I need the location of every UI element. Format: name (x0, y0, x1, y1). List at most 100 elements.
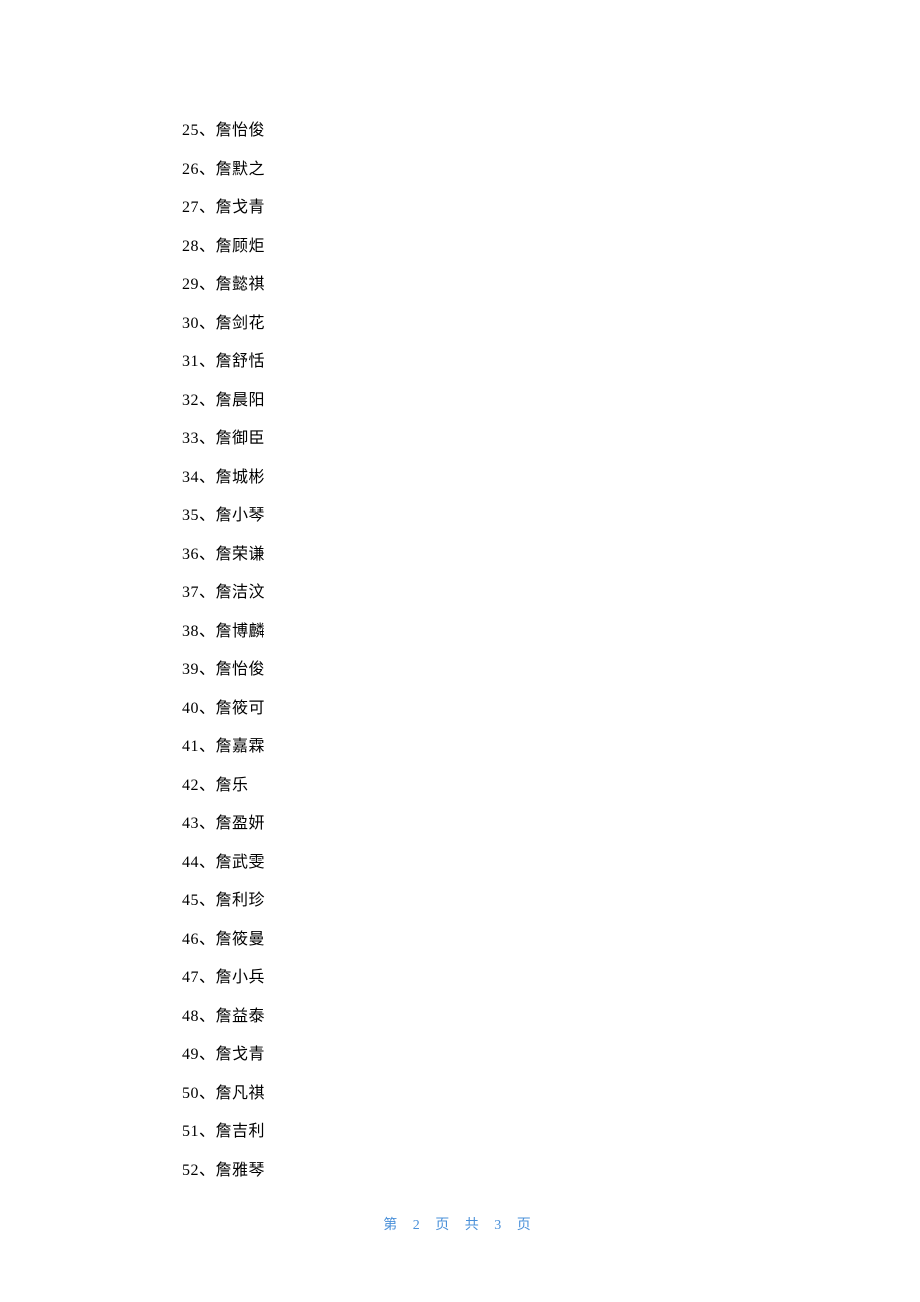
list-item: 35、詹小琴 (182, 497, 920, 536)
item-separator: 、 (199, 661, 216, 678)
item-name: 詹默之 (216, 161, 266, 178)
item-number: 31 (182, 353, 199, 370)
item-name: 詹雅琴 (216, 1162, 266, 1179)
item-separator: 、 (199, 1085, 216, 1102)
item-separator: 、 (199, 122, 216, 139)
list-item: 34、詹城彬 (182, 459, 920, 498)
item-number: 39 (182, 661, 199, 678)
item-separator: 、 (199, 161, 216, 178)
item-number: 25 (182, 122, 199, 139)
item-separator: 、 (199, 469, 216, 486)
item-name: 詹嘉霖 (216, 738, 266, 755)
name-list-container: 25、詹怡俊26、詹默之27、詹戈青28、詹顾炬29、詹懿祺30、詹剑花31、詹… (0, 0, 920, 1190)
item-separator: 、 (199, 546, 216, 563)
item-separator: 、 (199, 507, 216, 524)
list-item: 48、詹益泰 (182, 998, 920, 1037)
list-item: 49、詹戈青 (182, 1036, 920, 1075)
list-item: 30、詹剑花 (182, 305, 920, 344)
list-item: 47、詹小兵 (182, 959, 920, 998)
item-name: 詹懿祺 (216, 276, 266, 293)
item-name: 詹怡俊 (216, 661, 266, 678)
item-number: 35 (182, 507, 199, 524)
item-separator: 、 (199, 430, 216, 447)
item-name: 詹筱可 (216, 700, 266, 717)
list-item: 28、詹顾炬 (182, 228, 920, 267)
item-name: 詹洁汶 (216, 584, 266, 601)
page-number-text: 第 2 页 共 3 页 (383, 1218, 537, 1233)
item-number: 44 (182, 854, 199, 871)
item-name: 詹小琴 (216, 507, 266, 524)
list-item: 31、詹舒恬 (182, 343, 920, 382)
item-separator: 、 (199, 815, 216, 832)
list-item: 42、詹乐 (182, 767, 920, 806)
item-separator: 、 (199, 623, 216, 640)
item-number: 47 (182, 969, 199, 986)
item-number: 45 (182, 892, 199, 909)
item-number: 34 (182, 469, 199, 486)
item-number: 51 (182, 1123, 199, 1140)
item-separator: 、 (199, 777, 216, 794)
list-item: 27、詹戈青 (182, 189, 920, 228)
list-item: 41、詹嘉霖 (182, 728, 920, 767)
item-number: 41 (182, 738, 199, 755)
item-number: 33 (182, 430, 199, 447)
item-separator: 、 (199, 854, 216, 871)
item-number: 32 (182, 392, 199, 409)
item-number: 36 (182, 546, 199, 563)
item-name: 詹怡俊 (216, 122, 266, 139)
list-item: 36、詹荣谦 (182, 536, 920, 575)
item-name: 詹小兵 (216, 969, 266, 986)
list-item: 37、詹洁汶 (182, 574, 920, 613)
item-separator: 、 (199, 315, 216, 332)
list-item: 40、詹筱可 (182, 690, 920, 729)
item-separator: 、 (199, 1046, 216, 1063)
list-item: 25、詹怡俊 (182, 112, 920, 151)
item-separator: 、 (199, 584, 216, 601)
item-name: 詹盈妍 (216, 815, 266, 832)
item-name: 詹武雯 (216, 854, 266, 871)
item-name: 詹戈青 (216, 199, 266, 216)
page-footer: 第 2 页 共 3 页 (0, 1214, 920, 1234)
list-item: 33、詹御臣 (182, 420, 920, 459)
list-item: 32、詹晨阳 (182, 382, 920, 421)
item-name: 詹吉利 (216, 1123, 266, 1140)
item-number: 38 (182, 623, 199, 640)
list-item: 50、詹凡祺 (182, 1075, 920, 1114)
item-separator: 、 (199, 892, 216, 909)
list-item: 45、詹利珍 (182, 882, 920, 921)
item-number: 40 (182, 700, 199, 717)
list-item: 26、詹默之 (182, 151, 920, 190)
item-number: 27 (182, 199, 199, 216)
list-item: 52、詹雅琴 (182, 1152, 920, 1191)
item-name: 詹筱曼 (216, 931, 266, 948)
list-item: 43、詹盈妍 (182, 805, 920, 844)
item-name: 詹益泰 (216, 1008, 266, 1025)
item-number: 26 (182, 161, 199, 178)
list-item: 39、詹怡俊 (182, 651, 920, 690)
list-item: 44、詹武雯 (182, 844, 920, 883)
item-name: 詹剑花 (216, 315, 266, 332)
item-number: 30 (182, 315, 199, 332)
item-name: 詹博麟 (216, 623, 266, 640)
item-separator: 、 (199, 1162, 216, 1179)
item-separator: 、 (199, 931, 216, 948)
list-item: 51、詹吉利 (182, 1113, 920, 1152)
item-name: 詹晨阳 (216, 392, 266, 409)
item-separator: 、 (199, 353, 216, 370)
item-name: 詹利珍 (216, 892, 266, 909)
item-name: 詹御臣 (216, 430, 266, 447)
item-name: 詹乐 (216, 777, 249, 794)
item-separator: 、 (199, 392, 216, 409)
item-number: 46 (182, 931, 199, 948)
item-separator: 、 (199, 1008, 216, 1025)
item-number: 49 (182, 1046, 199, 1063)
item-number: 29 (182, 276, 199, 293)
item-separator: 、 (199, 738, 216, 755)
item-name: 詹舒恬 (216, 353, 266, 370)
item-number: 43 (182, 815, 199, 832)
item-number: 28 (182, 238, 199, 255)
item-name: 詹城彬 (216, 469, 266, 486)
item-separator: 、 (199, 199, 216, 216)
item-name: 詹凡祺 (216, 1085, 266, 1102)
item-number: 50 (182, 1085, 199, 1102)
